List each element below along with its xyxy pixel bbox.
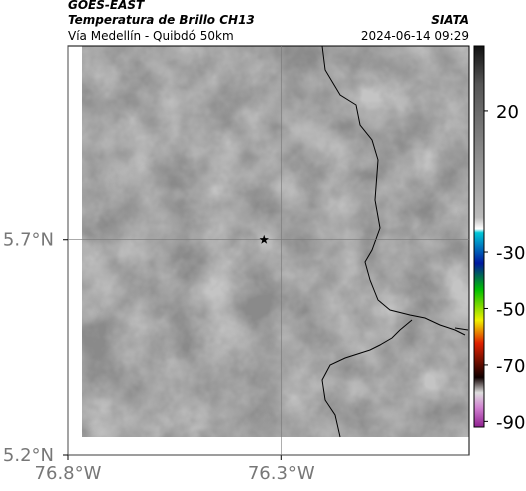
imagery (82, 46, 469, 437)
colorbar-tick-label: -90 (496, 412, 525, 433)
dynamic: 76.8°W 76.3°W 5.7°N 5.2°N 20 -30 -50 -70 -90 (3, 46, 525, 484)
colorbar-tick-label: -50 (496, 299, 525, 320)
border (321, 45, 469, 438)
location-marker (259, 234, 269, 244)
region: Vía Medellín - Quibdó 50km (68, 29, 234, 43)
title: GOES-EAST (68, 0, 145, 12)
colorbar-tick-label: -30 (496, 243, 525, 264)
datetime: 2024-06-14 09:29 (361, 29, 469, 43)
source: SIATA (431, 13, 469, 27)
y-tick-label: 5.2°N (3, 445, 54, 466)
colorbar (473, 45, 485, 428)
x-tick-label: 76.8°W (35, 463, 102, 484)
subtitle: Temperatura de Brillo CH13 (68, 13, 255, 27)
colorbar-tick-label: 20 (496, 102, 519, 123)
colorbar-tick-label: -70 (496, 356, 525, 377)
x-tick-label: 76.3°W (248, 463, 315, 484)
y-tick-label: 5.7°N (3, 230, 54, 251)
